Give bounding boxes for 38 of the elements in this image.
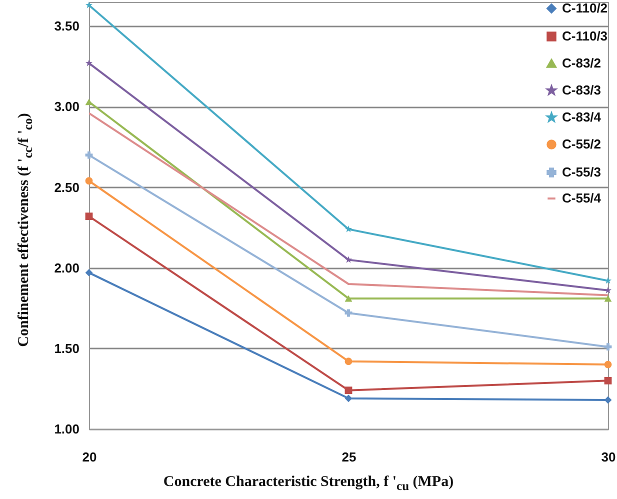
point xyxy=(344,386,352,394)
legend-label: C-83/3 xyxy=(562,82,602,98)
legend-label: C-83/2 xyxy=(562,56,602,70)
point xyxy=(604,396,612,404)
y-tick-label: 3.50 xyxy=(54,18,80,34)
y-tick-label: 2.00 xyxy=(54,260,80,276)
point xyxy=(604,376,612,384)
point xyxy=(344,256,352,263)
point xyxy=(604,360,612,368)
point xyxy=(85,151,93,159)
y-tick-label: 2.50 xyxy=(54,180,80,195)
point xyxy=(344,225,352,232)
legend-label: C-83/4 xyxy=(562,110,602,124)
point xyxy=(344,295,352,302)
point xyxy=(344,309,352,317)
point xyxy=(85,268,93,276)
point xyxy=(604,343,612,351)
legend-label: C-110/3 xyxy=(562,28,608,44)
legend-label: C-110/2 xyxy=(562,0,608,16)
legend-label: C-55/4 xyxy=(562,190,602,206)
point xyxy=(344,358,352,366)
x-tick-label: 30 xyxy=(601,450,616,464)
point xyxy=(85,60,93,66)
point xyxy=(604,286,612,294)
y-tick-label: 1.50 xyxy=(54,340,80,356)
point xyxy=(85,177,93,185)
x-axis-title: Concrete Characteristic Strength, f '$_{cu}$ (MPa) xyxy=(162,474,455,494)
point xyxy=(85,2,93,8)
point xyxy=(85,212,93,220)
y-tick-label: 3.00 xyxy=(54,99,80,114)
legend-label: C-55/2 xyxy=(562,136,602,152)
y-tick-label: 1.00 xyxy=(54,422,80,436)
point xyxy=(604,295,612,302)
legend-label: C-55/3 xyxy=(562,164,602,180)
point xyxy=(85,98,93,106)
point xyxy=(344,394,352,402)
x-tick-label: 20 xyxy=(82,450,97,464)
x-tick-label: 25 xyxy=(342,450,356,464)
